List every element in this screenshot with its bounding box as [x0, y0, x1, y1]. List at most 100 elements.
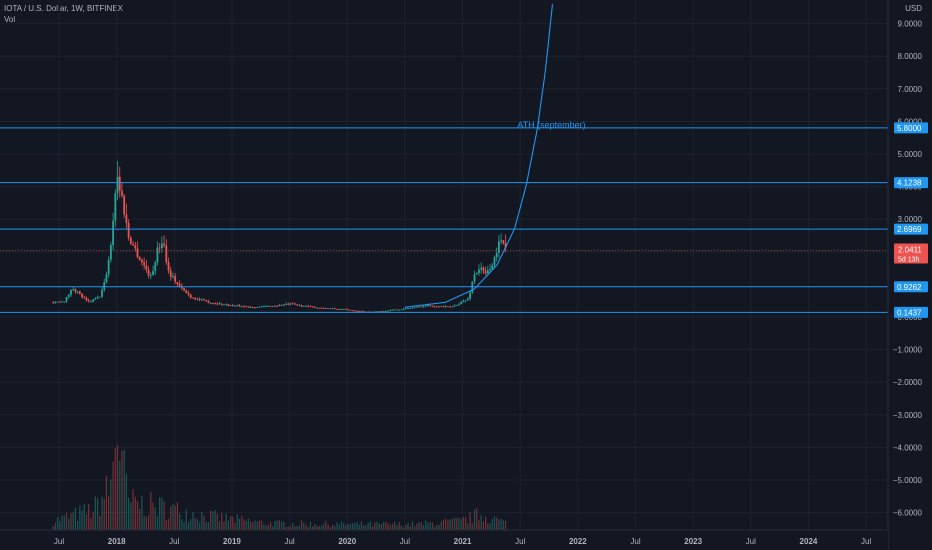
- candle-body: [160, 243, 163, 249]
- level-price-tag[interactable]: [894, 223, 928, 235]
- horizontal-levels[interactable]: [0, 127, 888, 313]
- volume-bar: [134, 496, 136, 530]
- candle-body: [214, 303, 216, 305]
- candle-body: [307, 305, 310, 307]
- volume-bar: [504, 520, 507, 530]
- candle-body: [320, 307, 323, 309]
- level-price-label: 0.1437: [897, 308, 922, 317]
- candle-body: [172, 275, 174, 277]
- volume-bar: [232, 516, 234, 530]
- candle-body: [249, 307, 252, 308]
- candle-body: [455, 305, 458, 306]
- candle-body: [318, 307, 321, 309]
- candle-body: [380, 311, 383, 313]
- candle-body: [322, 307, 325, 309]
- price-tick-label: 3.0000: [898, 215, 923, 224]
- volume-bar: [249, 521, 252, 530]
- candle-body: [178, 284, 181, 287]
- candle-body: [313, 306, 316, 308]
- volume-bar: [478, 519, 480, 530]
- candle-body: [207, 301, 210, 304]
- volume-bar: [59, 521, 61, 530]
- level-price-tag[interactable]: [894, 177, 928, 189]
- candle-body: [340, 309, 343, 311]
- volume-bar: [141, 495, 143, 530]
- candle-body: [134, 245, 137, 249]
- volume-bar: [440, 521, 442, 530]
- candle-body: [105, 274, 108, 283]
- volume-bar: [371, 526, 374, 530]
- candle-body: [404, 308, 407, 310]
- time-tick-label: Jul: [515, 537, 525, 546]
- volume-bar: [332, 524, 334, 530]
- level-price-tag[interactable]: [894, 306, 928, 318]
- candle-body: [327, 308, 330, 309]
- level-price-tag[interactable]: [894, 122, 928, 134]
- candle-body: [347, 309, 350, 311]
- volume-bar: [128, 497, 130, 530]
- candle-body: [444, 306, 447, 308]
- price-tick-label: 6.0000: [898, 117, 923, 126]
- volume-bar: [338, 524, 340, 530]
- volume-bar: [238, 518, 241, 530]
- candle-body: [282, 304, 285, 306]
- time-axis[interactable]: Jul 2018 Jul 2019 Jul 2020 Jul 2021 Jul 2022 Jul 20…: [0, 529, 888, 550]
- volume-bar: [110, 479, 112, 530]
- time-tick-label: 2022: [569, 537, 587, 546]
- volume-bar: [167, 518, 170, 530]
- candle-body: [300, 304, 303, 307]
- level-price-tag[interactable]: [894, 281, 928, 293]
- candle-body: [167, 262, 170, 271]
- volume-bar: [136, 500, 139, 530]
- candle-body: [203, 299, 205, 301]
- volume-bar: [278, 520, 281, 530]
- level-price-label: 4.1238: [897, 179, 922, 188]
- candle-body: [169, 270, 172, 277]
- volume-bar: [236, 514, 238, 530]
- volume-bar: [216, 513, 218, 530]
- candle-body: [129, 237, 132, 245]
- volume-bar: [485, 516, 487, 530]
- volume-bar: [283, 521, 285, 530]
- candle-body: [398, 309, 401, 311]
- parabolic-curve[interactable]: ATH (september): [404, 3, 586, 308]
- volume-bar: [218, 521, 221, 530]
- time-tick-label: 2023: [684, 537, 702, 546]
- volume-bar: [414, 526, 416, 530]
- curve-path[interactable]: [404, 3, 554, 308]
- volume-bar: [427, 522, 429, 530]
- candle-body: [220, 303, 223, 305]
- volume-bar: [296, 525, 298, 530]
- volume-bar: [221, 512, 223, 530]
- volume-bar: [192, 512, 194, 530]
- time-tick-label: Jul: [861, 537, 871, 546]
- candle-body: [429, 305, 432, 306]
- price-axis[interactable]: USD9.00008.00007.00006.00005.00004.00003…: [887, 0, 932, 550]
- candle-body: [333, 308, 336, 310]
- candle-body: [458, 304, 460, 306]
- price-tick-label: 8.0000: [898, 52, 923, 61]
- volume-bar: [349, 523, 351, 530]
- time-tick-label: Jul: [54, 537, 64, 546]
- candle-body: [360, 311, 363, 312]
- volume-bar: [263, 524, 265, 530]
- level-price-label: 0.9262: [897, 283, 922, 292]
- candle-body: [486, 270, 489, 274]
- candle-body: [274, 305, 276, 307]
- candle-body: [109, 245, 112, 260]
- volume-bar: [303, 522, 305, 530]
- volume-bar: [54, 522, 57, 530]
- volume-bar: [265, 525, 267, 530]
- candle-body: [469, 292, 471, 299]
- candle-body: [143, 262, 146, 266]
- candle-body: [258, 306, 261, 308]
- grid: [0, 0, 888, 530]
- candle-body: [484, 270, 487, 274]
- candle-body: [260, 306, 263, 308]
- time-tick-label: 2021: [454, 537, 472, 546]
- candle-body: [225, 304, 228, 306]
- volume-bar: [449, 519, 451, 530]
- candle-body: [356, 310, 358, 312]
- volume-bar: [442, 519, 445, 530]
